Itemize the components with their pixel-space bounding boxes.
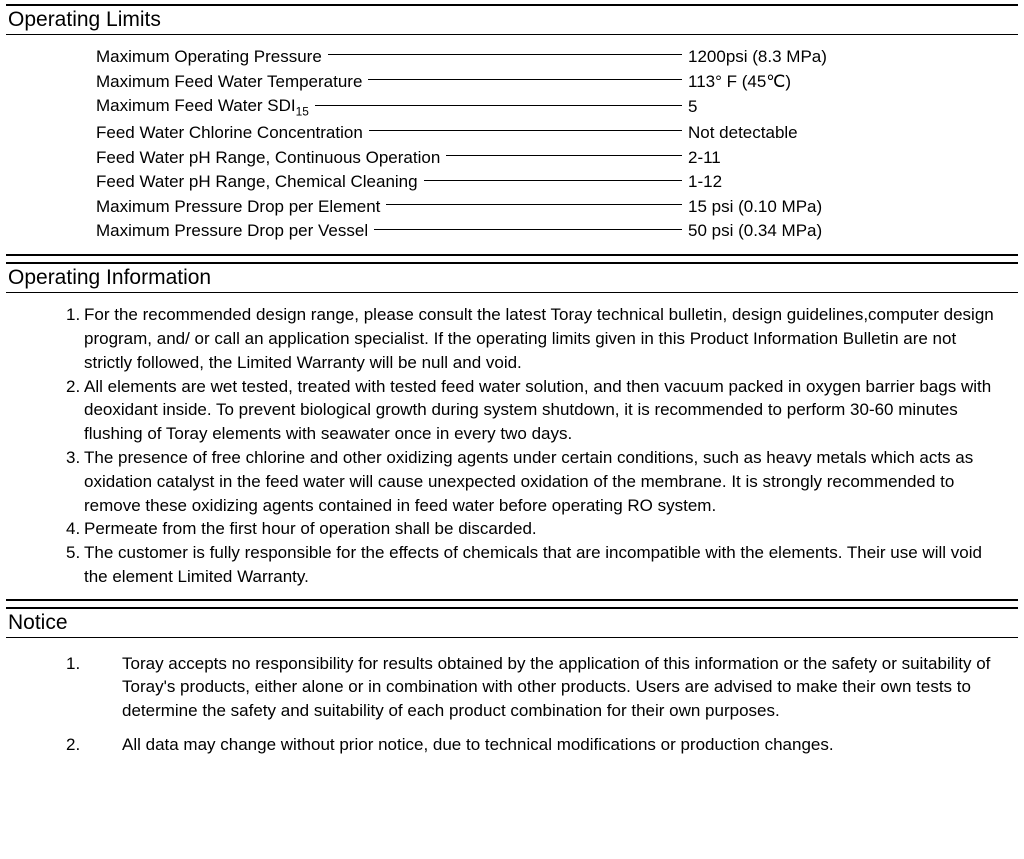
notice-section: Notice	[6, 607, 1018, 638]
limit-value: 50 psi (0.34 MPa)	[688, 219, 1018, 244]
limit-value: 5	[688, 95, 1018, 120]
limit-row: Maximum Pressure Drop per Element 15 psi …	[96, 195, 1018, 220]
info-item-number: 4.	[66, 517, 84, 541]
info-item-text: The presence of free chlorine and other …	[84, 446, 1008, 517]
limit-row: Maximum Pressure Drop per Vessel 50 psi (…	[96, 219, 1018, 244]
notice-item-text: Toray accepts no responsibility for resu…	[122, 652, 1008, 723]
info-item-number: 2.	[66, 375, 84, 446]
operating-limits-section: Operating Limits Maximum Operating Press…	[6, 4, 1018, 256]
limit-value: 2-11	[688, 146, 1018, 171]
limit-label: Feed Water pH Range, Continuous Operatio…	[96, 146, 440, 171]
info-item-text: Permeate from the first hour of operatio…	[84, 517, 1008, 541]
leader-line	[315, 105, 682, 106]
subscript: 15	[296, 105, 309, 119]
operating-information-title: Operating Information	[6, 264, 1018, 293]
limit-value: Not detectable	[688, 121, 1018, 146]
notice-item-text: All data may change without prior notice…	[122, 733, 1008, 757]
limit-label: Maximum Pressure Drop per Element	[96, 195, 380, 220]
info-item: 5.The customer is fully responsible for …	[66, 541, 1008, 589]
limit-value: 113° F (45℃)	[688, 70, 1018, 95]
info-item-number: 1.	[66, 303, 84, 374]
info-item-number: 3.	[66, 446, 84, 517]
leader-line	[369, 130, 682, 131]
limit-value: 15 psi (0.10 MPa)	[688, 195, 1018, 220]
info-item-text: The customer is fully responsible for th…	[84, 541, 1008, 589]
operating-information-section: Operating Information 1.For the recommen…	[6, 262, 1018, 601]
limit-value: 1-12	[688, 170, 1018, 195]
limit-label: Maximum Feed Water SDI15	[96, 94, 309, 121]
limit-label: Maximum Feed Water Temperature	[96, 70, 362, 95]
operating-limits-body: Maximum Operating Pressure 1200psi (8.3 M…	[6, 35, 1018, 254]
limit-row: Feed Water Chlorine Concentration Not det…	[96, 121, 1018, 146]
info-item-number: 5.	[66, 541, 84, 589]
leader-line	[374, 229, 682, 230]
limit-label: Maximum Operating Pressure	[96, 45, 322, 70]
info-item-text: All elements are wet tested, treated wit…	[84, 375, 1008, 446]
operating-information-body: 1.For the recommended design range, plea…	[6, 293, 1018, 599]
leader-line	[446, 155, 682, 156]
limit-row: Maximum Operating Pressure 1200psi (8.3 M…	[96, 45, 1018, 70]
notice-body: 1.Toray accepts no responsibility for re…	[6, 638, 1018, 757]
info-item: 4. Permeate from the first hour of opera…	[66, 517, 1008, 541]
limit-label: Maximum Pressure Drop per Vessel	[96, 219, 368, 244]
operating-limits-title: Operating Limits	[6, 6, 1018, 35]
limit-row: Maximum Feed Water SDI15 5	[96, 94, 1018, 121]
notice-item-number: 1.	[66, 652, 122, 723]
notice-item-number: 2.	[66, 733, 122, 757]
limit-label: Feed Water Chlorine Concentration	[96, 121, 363, 146]
leader-line	[386, 204, 682, 205]
info-item: 2. All elements are wet tested, treated …	[66, 375, 1008, 446]
limit-row: Feed Water pH Range, Continuous Operatio…	[96, 146, 1018, 171]
limit-value: 1200psi (8.3 MPa)	[688, 45, 1018, 70]
notice-title: Notice	[6, 609, 1018, 638]
leader-line	[328, 54, 682, 55]
limit-row: Feed Water pH Range, Chemical Cleaning 1-…	[96, 170, 1018, 195]
leader-line	[368, 79, 682, 80]
limit-label: Feed Water pH Range, Chemical Cleaning	[96, 170, 418, 195]
limit-row: Maximum Feed Water Temperature 113° F (45…	[96, 70, 1018, 95]
info-item: 3.The presence of free chlorine and othe…	[66, 446, 1008, 517]
leader-line	[424, 180, 682, 181]
info-item-text: For the recommended design range, please…	[84, 303, 1008, 374]
notice-item: 1.Toray accepts no responsibility for re…	[66, 652, 1008, 723]
notice-item: 2.All data may change without prior noti…	[66, 733, 1008, 757]
info-item: 1.For the recommended design range, plea…	[66, 303, 1008, 374]
